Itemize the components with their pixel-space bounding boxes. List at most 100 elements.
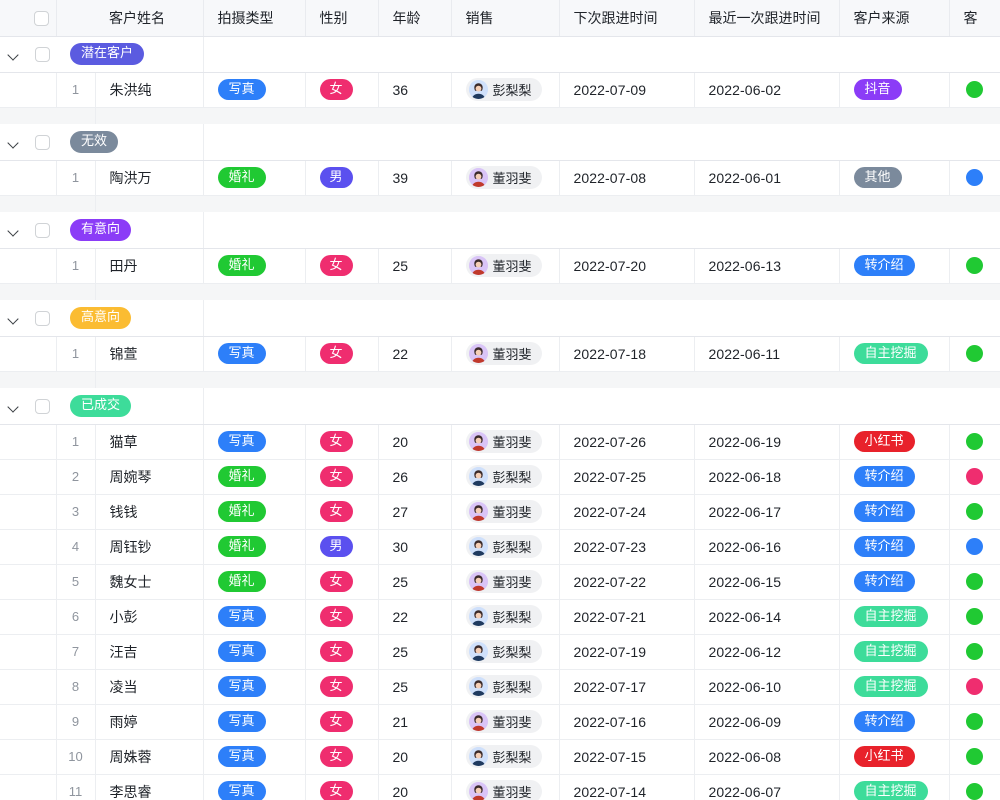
- cell-customer-name[interactable]: 钱钱: [95, 494, 204, 530]
- cell-customer-name[interactable]: 朱洪纯: [95, 72, 204, 108]
- cell-age[interactable]: 20: [378, 774, 452, 800]
- chevron-down-icon[interactable]: [8, 137, 20, 149]
- column-header-last-followup[interactable]: 最近一次跟进时间: [694, 0, 840, 37]
- cell-extra[interactable]: [949, 739, 1000, 775]
- cell-shoot-type[interactable]: 写真: [203, 739, 306, 775]
- cell-shoot-type[interactable]: 写真: [203, 634, 306, 670]
- row-select-cell[interactable]: [28, 669, 57, 705]
- cell-last-followup[interactable]: 2022-06-16: [694, 529, 840, 565]
- cell-customer-name[interactable]: 雨婷: [95, 704, 204, 740]
- cell-sales[interactable]: 董羽斐: [451, 424, 560, 460]
- cell-extra[interactable]: [949, 248, 1000, 284]
- table-row[interactable]: 10 周姝蓉 写真 女 20 彭梨梨 2022-07-15 2022-06-08 小红书: [0, 739, 1000, 775]
- cell-gender[interactable]: 女: [305, 494, 379, 530]
- cell-last-followup[interactable]: 2022-06-18: [694, 459, 840, 495]
- cell-source[interactable]: 自主挖掘: [839, 669, 950, 705]
- cell-next-followup[interactable]: 2022-07-24: [559, 494, 695, 530]
- table-row[interactable]: 1 田丹 婚礼 女 25 董羽斐 2022-07-20 2022-06-13 转介绍: [0, 248, 1000, 284]
- group-expand-cell[interactable]: [0, 300, 28, 337]
- cell-last-followup[interactable]: 2022-06-12: [694, 634, 840, 670]
- table-row[interactable]: 2 周婉琴 婚礼 女 26 彭梨梨 2022-07-25 2022-06-18 转介绍: [0, 459, 1000, 495]
- cell-sales[interactable]: 彭梨梨: [451, 739, 560, 775]
- cell-next-followup[interactable]: 2022-07-14: [559, 774, 695, 800]
- table-row[interactable]: 1 朱洪纯 写真 女 36 彭梨梨 2022-07-09 2022-06-02 抖音: [0, 72, 1000, 108]
- cell-sales[interactable]: 彭梨梨: [451, 669, 560, 705]
- cell-age[interactable]: 20: [378, 739, 452, 775]
- cell-extra[interactable]: [949, 336, 1000, 372]
- column-header-gender[interactable]: 性别: [305, 0, 379, 37]
- cell-age[interactable]: 27: [378, 494, 452, 530]
- cell-next-followup[interactable]: 2022-07-18: [559, 336, 695, 372]
- cell-gender[interactable]: 女: [305, 599, 379, 635]
- cell-gender[interactable]: 女: [305, 774, 379, 800]
- cell-customer-name[interactable]: 田丹: [95, 248, 204, 284]
- cell-shoot-type[interactable]: 婚礼: [203, 459, 306, 495]
- group-label-cell[interactable]: 已成交: [56, 388, 204, 425]
- cell-extra[interactable]: [949, 529, 1000, 565]
- cell-sales[interactable]: 彭梨梨: [451, 634, 560, 670]
- cell-source[interactable]: 转介绍: [839, 529, 950, 565]
- cell-source[interactable]: 转介绍: [839, 704, 950, 740]
- cell-age[interactable]: 25: [378, 634, 452, 670]
- cell-customer-name[interactable]: 凌当: [95, 669, 204, 705]
- chevron-down-icon[interactable]: [8, 49, 20, 61]
- cell-age[interactable]: 20: [378, 424, 452, 460]
- cell-shoot-type[interactable]: 婚礼: [203, 248, 306, 284]
- cell-last-followup[interactable]: 2022-06-07: [694, 774, 840, 800]
- table-row[interactable]: 7 汪吉 写真 女 25 彭梨梨 2022-07-19 2022-06-12 自主挖掘: [0, 634, 1000, 670]
- cell-age[interactable]: 21: [378, 704, 452, 740]
- cell-source[interactable]: 转介绍: [839, 459, 950, 495]
- row-select-cell[interactable]: [28, 494, 57, 530]
- row-select-cell[interactable]: [28, 336, 57, 372]
- table-row[interactable]: 1 陶洪万 婚礼 男 39 董羽斐 2022-07-08 2022-06-01 其他: [0, 160, 1000, 196]
- group-select-cell[interactable]: [28, 388, 56, 425]
- cell-next-followup[interactable]: 2022-07-25: [559, 459, 695, 495]
- cell-source[interactable]: 自主挖掘: [839, 599, 950, 635]
- cell-shoot-type[interactable]: 写真: [203, 72, 306, 108]
- row-select-cell[interactable]: [28, 424, 57, 460]
- cell-next-followup[interactable]: 2022-07-23: [559, 529, 695, 565]
- column-header-sales[interactable]: 销售: [451, 0, 560, 37]
- column-header-name[interactable]: 客户姓名: [95, 0, 204, 37]
- cell-source[interactable]: 转介绍: [839, 248, 950, 284]
- cell-gender[interactable]: 女: [305, 72, 379, 108]
- cell-last-followup[interactable]: 2022-06-10: [694, 669, 840, 705]
- cell-age[interactable]: 22: [378, 599, 452, 635]
- group-expand-cell[interactable]: [0, 124, 28, 161]
- cell-last-followup[interactable]: 2022-06-13: [694, 248, 840, 284]
- table-row[interactable]: 5 魏女士 婚礼 女 25 董羽斐 2022-07-22 2022-06-15 转介绍: [0, 564, 1000, 600]
- table-row[interactable]: 8 凌当 写真 女 25 彭梨梨 2022-07-17 2022-06-10 自主挖掘: [0, 669, 1000, 705]
- cell-extra[interactable]: [949, 599, 1000, 635]
- cell-source[interactable]: 自主挖掘: [839, 634, 950, 670]
- cell-last-followup[interactable]: 2022-06-01: [694, 160, 840, 196]
- row-select-cell[interactable]: [28, 160, 57, 196]
- group-checkbox[interactable]: [34, 47, 50, 63]
- group-checkbox[interactable]: [34, 135, 50, 151]
- cell-next-followup[interactable]: 2022-07-16: [559, 704, 695, 740]
- cell-shoot-type[interactable]: 写真: [203, 336, 306, 372]
- cell-customer-name[interactable]: 周姝蓉: [95, 739, 204, 775]
- cell-next-followup[interactable]: 2022-07-19: [559, 634, 695, 670]
- cell-shoot-type[interactable]: 写真: [203, 704, 306, 740]
- cell-sales[interactable]: 董羽斐: [451, 336, 560, 372]
- group-select-cell[interactable]: [28, 36, 56, 73]
- cell-next-followup[interactable]: 2022-07-08: [559, 160, 695, 196]
- cell-source[interactable]: 小红书: [839, 424, 950, 460]
- cell-age[interactable]: 25: [378, 564, 452, 600]
- cell-age[interactable]: 22: [378, 336, 452, 372]
- cell-extra[interactable]: [949, 160, 1000, 196]
- group-expand-cell[interactable]: [0, 36, 28, 73]
- cell-sales[interactable]: 彭梨梨: [451, 599, 560, 635]
- cell-customer-name[interactable]: 锦萱: [95, 336, 204, 372]
- cell-shoot-type[interactable]: 婚礼: [203, 160, 306, 196]
- cell-shoot-type[interactable]: 写真: [203, 669, 306, 705]
- chevron-down-icon[interactable]: [8, 225, 20, 237]
- group-label-cell[interactable]: 高意向: [56, 300, 204, 337]
- cell-last-followup[interactable]: 2022-06-17: [694, 494, 840, 530]
- cell-sales[interactable]: 彭梨梨: [451, 72, 560, 108]
- column-header-age[interactable]: 年龄: [378, 0, 452, 37]
- cell-age[interactable]: 30: [378, 529, 452, 565]
- cell-customer-name[interactable]: 小彭: [95, 599, 204, 635]
- cell-shoot-type[interactable]: 婚礼: [203, 564, 306, 600]
- table-row[interactable]: 6 小彭 写真 女 22 彭梨梨 2022-07-21 2022-06-14 自主挖掘: [0, 599, 1000, 635]
